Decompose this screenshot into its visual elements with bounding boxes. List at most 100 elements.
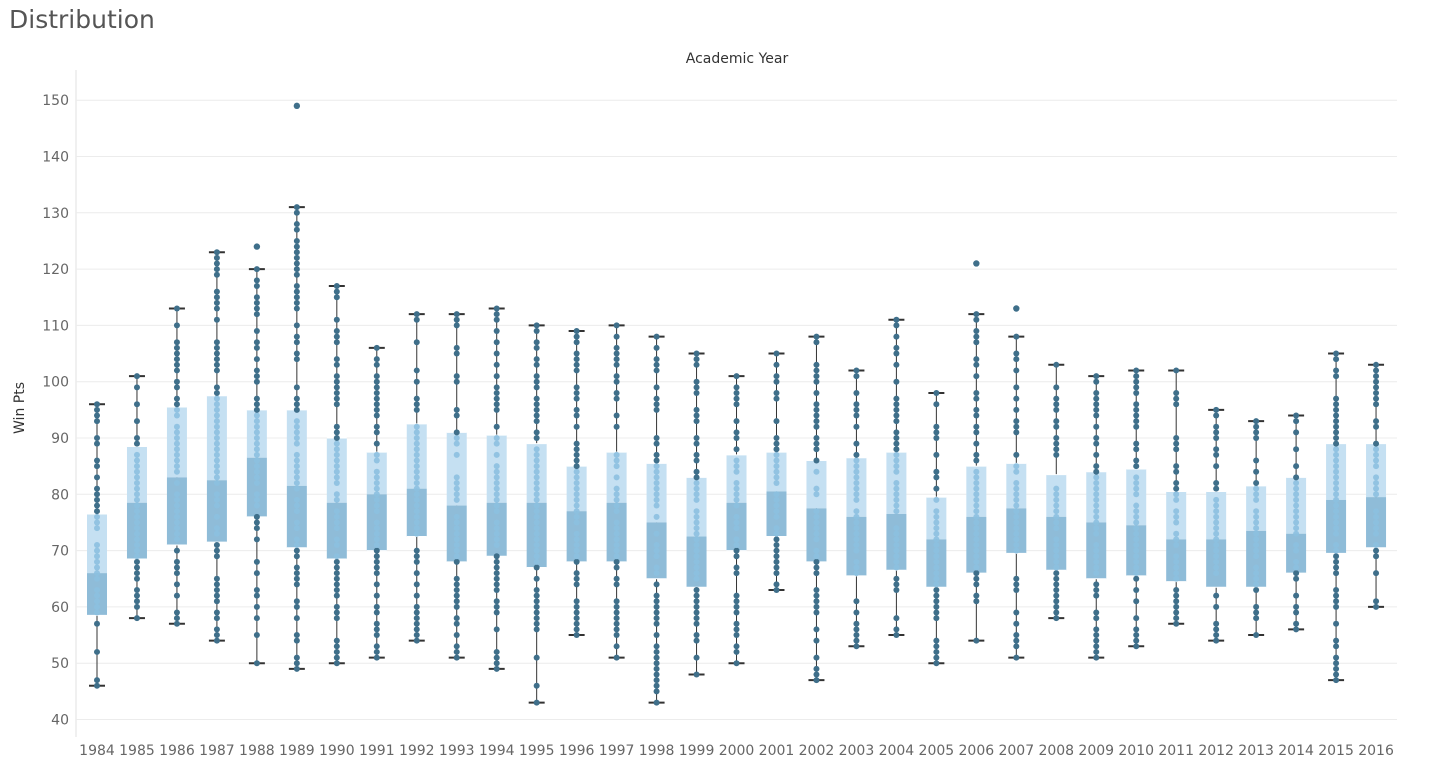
data-point <box>453 620 460 627</box>
data-point <box>413 519 420 526</box>
box-2002 <box>806 333 827 684</box>
data-point <box>613 553 620 560</box>
data-point <box>973 333 980 340</box>
data-point <box>653 457 660 464</box>
data-point <box>213 513 220 520</box>
data-point <box>373 451 380 458</box>
data-point <box>293 575 300 582</box>
data-point <box>973 536 980 543</box>
data-point <box>653 496 660 503</box>
data-point <box>293 350 300 357</box>
data-point <box>733 553 740 560</box>
data-point <box>813 536 820 543</box>
data-point <box>173 502 180 509</box>
x-tick-label: 2011 <box>1158 743 1194 759</box>
data-point <box>1333 412 1340 419</box>
data-point <box>1253 564 1260 571</box>
data-point <box>1133 480 1140 487</box>
data-point <box>333 643 340 650</box>
data-point <box>1133 423 1140 430</box>
data-point <box>733 620 740 627</box>
data-point <box>573 463 580 470</box>
y-tick-label: 40 <box>51 713 69 729</box>
data-point <box>533 575 540 582</box>
data-point <box>693 435 700 441</box>
data-point <box>173 519 180 526</box>
data-point <box>453 412 460 419</box>
data-point <box>493 451 500 458</box>
data-point <box>1333 429 1340 436</box>
data-point <box>613 575 620 582</box>
data-point <box>653 530 660 537</box>
data-point <box>653 581 660 588</box>
data-point <box>813 564 820 571</box>
data-point <box>413 367 420 374</box>
data-point <box>893 575 900 582</box>
data-point <box>853 508 860 515</box>
data-point <box>173 344 180 351</box>
data-point <box>1173 395 1180 402</box>
data-point <box>573 536 580 543</box>
data-point <box>1213 508 1220 515</box>
data-point <box>1093 570 1100 577</box>
data-point <box>253 339 260 346</box>
data-point <box>1173 615 1180 622</box>
outlier-point <box>1013 305 1020 312</box>
x-tick-label: 2016 <box>1358 743 1394 759</box>
data-point <box>453 558 460 565</box>
data-point <box>1093 468 1100 475</box>
data-point <box>1373 474 1380 481</box>
data-point <box>813 373 820 380</box>
data-point <box>173 378 180 385</box>
data-point <box>1053 541 1060 548</box>
data-point <box>893 632 900 639</box>
data-point <box>1373 530 1380 537</box>
data-point <box>533 491 540 498</box>
data-point <box>613 502 620 509</box>
data-point <box>893 468 900 475</box>
data-point <box>1133 615 1140 622</box>
data-point <box>173 440 180 447</box>
data-point <box>1173 435 1180 441</box>
data-point <box>373 389 380 396</box>
data-point <box>813 412 820 419</box>
data-point <box>813 491 820 498</box>
box-2011 <box>1166 367 1187 627</box>
data-point <box>1173 468 1180 475</box>
data-point <box>653 468 660 475</box>
data-point <box>1013 530 1020 537</box>
data-point <box>213 305 220 312</box>
data-point <box>173 547 180 554</box>
data-point <box>333 440 340 447</box>
data-point <box>373 519 380 526</box>
data-point <box>1253 632 1260 639</box>
data-point <box>853 598 860 605</box>
data-point <box>653 643 660 650</box>
data-point <box>1093 423 1100 430</box>
data-point <box>773 389 780 396</box>
data-point <box>493 401 500 408</box>
data-point <box>1173 508 1180 515</box>
data-point <box>1013 333 1020 340</box>
data-point <box>1253 587 1260 594</box>
data-point <box>133 468 140 475</box>
data-point <box>933 429 940 436</box>
data-point <box>253 468 260 475</box>
data-point <box>293 294 300 301</box>
data-point <box>133 603 140 610</box>
data-point <box>213 406 220 413</box>
data-point <box>173 615 180 622</box>
data-point <box>693 615 700 622</box>
data-point <box>613 519 620 526</box>
data-point <box>573 485 580 492</box>
data-point <box>1333 457 1340 464</box>
data-point <box>133 575 140 582</box>
data-point <box>1293 496 1300 503</box>
data-point <box>493 553 500 560</box>
data-point <box>533 457 540 464</box>
data-point <box>973 502 980 509</box>
data-point <box>1333 485 1340 492</box>
data-point <box>693 361 700 368</box>
data-point <box>1213 620 1220 627</box>
data-point <box>1093 412 1100 419</box>
